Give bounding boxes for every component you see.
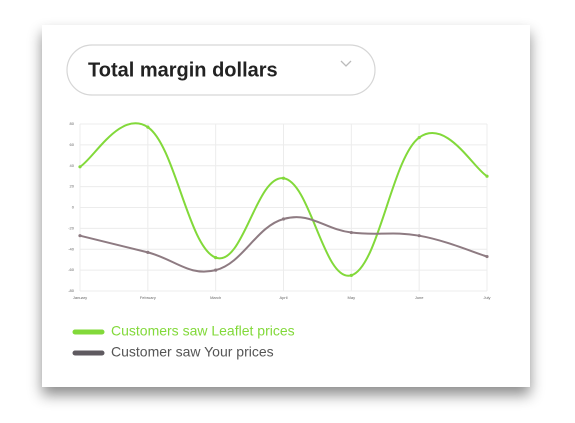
chart-title: Total margin dollars: [88, 59, 278, 81]
point: [485, 254, 489, 259]
dropdown[interactable]: [66, 44, 376, 96]
point: [349, 230, 353, 235]
y-tick-label: 80: [70, 121, 75, 126]
x-tick-label: February: [140, 295, 156, 300]
x-tick-label: May: [348, 295, 356, 300]
point: [214, 268, 218, 272]
legend-label: Customer saw Your prices: [111, 344, 274, 360]
point: [417, 135, 421, 140]
dropdown-chevron: [340, 60, 352, 67]
point: [78, 165, 82, 169]
point: [417, 234, 421, 238]
y-tick-label: -80: [68, 288, 75, 293]
point: [146, 250, 150, 254]
x-tick-label: January: [73, 295, 87, 300]
point: [349, 273, 353, 277]
point: [78, 234, 82, 238]
point: [281, 217, 286, 221]
y-tick-label: 20: [70, 184, 75, 189]
point: [485, 174, 489, 178]
point: [281, 176, 286, 180]
point: [146, 125, 150, 129]
y-tick-label: 60: [70, 142, 75, 147]
point: [214, 256, 218, 260]
x-tick-label: June: [415, 295, 424, 300]
y-tick-label: -60: [68, 267, 75, 272]
x-tick-label: March: [210, 295, 221, 300]
y-tick-label: -40: [68, 246, 75, 251]
x-tick-label: July: [483, 295, 490, 300]
legend-label: Customers saw Leaflet prices: [111, 323, 295, 339]
y-tick-label: -20: [68, 225, 75, 230]
x-tick-label: April: [279, 295, 287, 300]
y-tick-label: 0: [72, 205, 75, 210]
y-tick-label: 40: [70, 163, 75, 168]
